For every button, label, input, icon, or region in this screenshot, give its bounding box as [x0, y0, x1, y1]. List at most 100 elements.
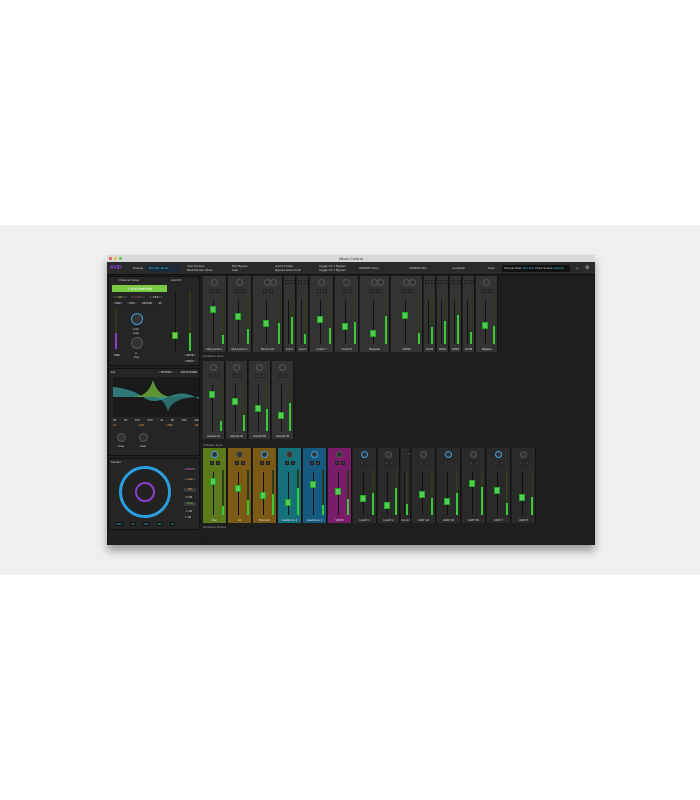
mute-button[interactable] — [482, 289, 486, 293]
mute-button[interactable] — [210, 461, 214, 465]
fader-handle[interactable] — [402, 312, 408, 319]
fader-handle[interactable] — [335, 488, 341, 495]
width-knob[interactable] — [377, 279, 384, 286]
mute-button[interactable] — [255, 374, 259, 378]
monitor-source-button[interactable]: Alt — [130, 522, 136, 526]
monitor-mute-button[interactable]: mute — [183, 477, 197, 481]
talk-button[interactable]: TALK — [183, 501, 197, 507]
pan-knob[interactable] — [261, 451, 268, 458]
focus-fader[interactable] — [172, 332, 178, 339]
fader-handle[interactable] — [235, 485, 241, 492]
solo-button[interactable] — [291, 461, 295, 465]
mute-button[interactable] — [464, 280, 468, 284]
solo-button[interactable] — [215, 374, 219, 378]
fader-handle[interactable] — [317, 316, 323, 323]
solo-button[interactable] — [431, 280, 435, 284]
mute-button[interactable] — [317, 289, 321, 293]
dim-button[interactable]: DIM — [183, 487, 197, 493]
gain-knob[interactable] — [131, 313, 143, 325]
eq-band-button[interactable]: HF — [194, 423, 199, 427]
fader-handle[interactable] — [210, 478, 216, 485]
fader-handle[interactable] — [342, 323, 348, 330]
phantom-48v-button[interactable]: 48V — [112, 295, 128, 299]
solo-button[interactable] — [284, 374, 288, 378]
mute-button[interactable]: MUTE — [183, 353, 197, 357]
mute-button[interactable] — [342, 289, 346, 293]
mute-button[interactable] — [278, 374, 282, 378]
pan-knob[interactable] — [211, 451, 218, 458]
monitor-source-button[interactable]: Mix — [156, 522, 164, 526]
avid-fx-mute-button[interactable]: Avid FX Mute Bypass Ground Lift — [275, 264, 301, 272]
solo-button[interactable] — [408, 289, 412, 293]
mute-button[interactable] — [210, 289, 214, 293]
fader-handle[interactable] — [255, 405, 261, 412]
solo-button[interactable] — [366, 461, 370, 465]
pan-knob[interactable] — [256, 364, 263, 371]
fader-handle[interactable] — [263, 320, 269, 327]
fader-handle[interactable] — [419, 491, 425, 498]
solo-button[interactable] — [323, 289, 327, 293]
solo-button[interactable] — [376, 289, 380, 293]
eq-curve-graph[interactable] — [113, 377, 199, 417]
pad-18-button[interactable]: -18 — [130, 295, 146, 299]
solo-button[interactable] — [390, 461, 394, 465]
mute-button[interactable] — [263, 289, 267, 293]
solo-button[interactable] — [470, 280, 474, 284]
fader-handle[interactable] — [482, 322, 488, 329]
mute-button[interactable] — [419, 461, 423, 465]
monitor-volume-knob[interactable] — [119, 466, 171, 518]
mute-button[interactable] — [209, 374, 213, 378]
mute-button[interactable] — [285, 280, 289, 284]
solo-button[interactable] — [316, 461, 320, 465]
mute-button[interactable] — [370, 289, 374, 293]
phase-button[interactable]: Ø — [156, 301, 164, 305]
width-knob[interactable] — [409, 279, 416, 286]
eq-to-same-button[interactable]: EQ TO SAME — [179, 370, 199, 374]
pan-knob[interactable] — [336, 451, 343, 458]
dsi-bypass-button[interactable]: DSI Bypass Auto — [232, 264, 248, 272]
pan-knob[interactable] — [343, 279, 350, 286]
solo-button[interactable] — [216, 461, 220, 465]
pan-knob[interactable] — [311, 451, 318, 458]
pan-knob[interactable] — [470, 451, 477, 458]
solo-button[interactable] — [266, 461, 270, 465]
mono-button[interactable]: MONO — [183, 467, 197, 471]
fader-handle[interactable] — [285, 499, 291, 506]
pan-knob[interactable] — [483, 279, 490, 286]
mute-button[interactable] — [444, 461, 448, 465]
mute-button[interactable] — [384, 461, 388, 465]
toggle-fx-button[interactable]: Toggle FX 1 Bypass Toggle FX 2 Bypass — [319, 264, 346, 272]
solo-button[interactable] — [488, 289, 492, 293]
fader-handle[interactable] — [384, 502, 390, 509]
solo-button[interactable] — [450, 461, 454, 465]
hpf-button[interactable]: HPF — [126, 301, 138, 305]
mute-button[interactable] — [285, 461, 289, 465]
pan-knob[interactable] — [361, 451, 368, 458]
mute-button[interactable] — [438, 280, 442, 284]
pan-knob[interactable] — [286, 451, 293, 458]
zoom-button[interactable] — [119, 257, 122, 260]
eq-band-button[interactable]: LMF — [138, 423, 145, 427]
preset-dropdown[interactable]: Dim Mic Mode — [147, 265, 179, 272]
solo-button[interactable] — [304, 280, 308, 284]
mute-button[interactable] — [310, 461, 314, 465]
tab-avid-fx[interactable]: Avid FX — [171, 278, 182, 282]
solo-button[interactable] — [341, 461, 345, 465]
fader-handle[interactable] — [469, 480, 475, 487]
fader-handle[interactable] — [310, 481, 316, 488]
width-knob[interactable] — [270, 279, 277, 286]
pan-knob[interactable] — [131, 337, 143, 349]
solo-button[interactable] — [457, 280, 461, 284]
eq-bypass-button[interactable]: BYPASS — [157, 370, 175, 374]
fader-handle[interactable] — [260, 492, 266, 499]
settings-gear-icon[interactable]: ⚙ — [585, 265, 590, 271]
optlim-button[interactable]: OPTLIM — [140, 301, 154, 305]
fader-handle[interactable] — [494, 487, 500, 494]
solo-button[interactable] — [525, 461, 529, 465]
fader-handle[interactable] — [444, 498, 450, 505]
pan-knob[interactable] — [210, 364, 217, 371]
loopback-dropdown[interactable]: Loopback — [452, 266, 466, 270]
solo-button[interactable] — [261, 374, 265, 378]
pan-knob[interactable] — [420, 451, 427, 458]
eq-freq-knob[interactable] — [117, 433, 126, 442]
